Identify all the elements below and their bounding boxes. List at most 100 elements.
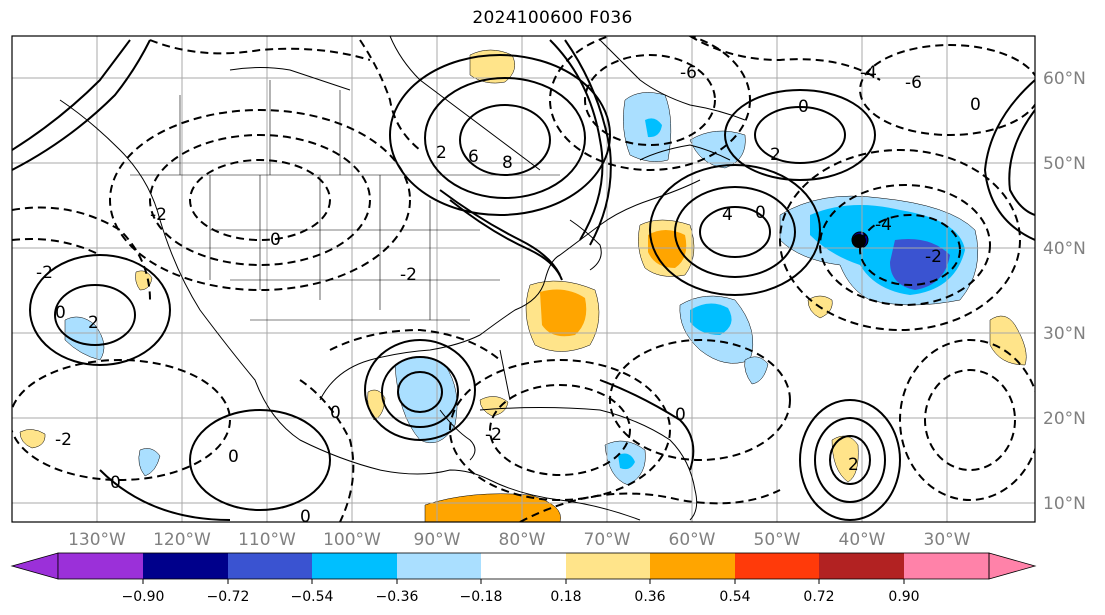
lon-label: 40°W xyxy=(839,530,886,550)
lat-label: 40°N xyxy=(1043,239,1086,259)
contour-label: 0 xyxy=(330,403,341,423)
lon-label: 60°W xyxy=(669,530,716,550)
contour-labels: 2 6 8 0 2 4 0 2 0 0 0 2 -2 -2 -2 -2 -2 -… xyxy=(36,63,981,522)
shade-yellow-bahamas xyxy=(479,396,509,417)
colorbar-tick-label: 0.90 xyxy=(888,589,919,605)
low-midatlantic-3 xyxy=(859,214,961,286)
lon-label: 90°W xyxy=(414,530,461,550)
contour-label: -2 xyxy=(400,265,417,285)
contour-label: -4 xyxy=(860,63,877,83)
plot-title: 2024100600 F036 xyxy=(472,8,633,28)
high-mexico xyxy=(189,409,331,511)
contour-label: 0 xyxy=(228,447,239,467)
dash-mexico xyxy=(299,379,355,522)
contour-east-edge-2 xyxy=(1008,109,1035,216)
dash-atl-ne xyxy=(689,36,881,81)
high-north-central-inner xyxy=(459,104,551,176)
colorbar-tick-label: −0.18 xyxy=(460,589,503,605)
lon-label: 100°W xyxy=(323,530,381,550)
colorbar-tick-label: −0.90 xyxy=(122,589,165,605)
shade-lightblue-hurricane-ring xyxy=(744,356,769,385)
contour-label: -4 xyxy=(875,215,892,235)
colorbar-bin xyxy=(566,553,650,579)
lon-label: 130°W xyxy=(68,530,126,550)
contour-label: 6 xyxy=(468,147,479,167)
low-hudson-2 xyxy=(584,54,716,146)
high-gulf-outer xyxy=(364,339,476,441)
contour-jet-4 xyxy=(449,199,563,281)
colorbar-bin xyxy=(312,553,397,579)
contour-label: 4 xyxy=(722,205,733,225)
colorbar-tick-label: −0.72 xyxy=(207,589,250,605)
shade-yellow-east-atl xyxy=(989,315,1027,366)
contour-jet-2 xyxy=(564,39,612,246)
colorbar-bin xyxy=(819,553,904,579)
high-labrador-outer xyxy=(724,89,876,181)
lon-label: 110°W xyxy=(238,530,296,550)
colorbar-over-triangle xyxy=(988,552,1037,580)
map-frame xyxy=(11,35,1036,523)
low-midatlantic-1 xyxy=(779,149,1021,331)
lon-label: 70°W xyxy=(584,530,631,550)
high-offshore-inner xyxy=(699,206,771,258)
high-east-atl-outer xyxy=(799,399,901,521)
low-caribbean-1 xyxy=(449,359,671,501)
shade-blue-caribbean-core xyxy=(618,453,635,470)
high-north-central-outer xyxy=(389,54,611,216)
colorbar-bin xyxy=(143,553,228,579)
low-subtrop-1 xyxy=(609,339,791,461)
shade-yellow-sw-pacific xyxy=(19,429,46,449)
high-gulf-mid xyxy=(381,356,459,428)
dash-nw-1 xyxy=(12,206,151,301)
lon-label: 30°W xyxy=(924,530,971,550)
graticule xyxy=(12,36,1035,522)
latitude-labels: 60°N 50°N 40°N 30°N 20°N 10°N xyxy=(1043,69,1086,514)
shade-yellow-north-atlantic xyxy=(469,49,516,84)
map-panel: 2 6 8 0 2 4 0 2 0 0 0 2 -2 -2 -2 -2 -2 -… xyxy=(12,36,1035,522)
dashed-contours xyxy=(12,36,1035,522)
dash-north-1 xyxy=(149,39,371,61)
low-east-1 xyxy=(899,339,1035,501)
lat-label: 10°N xyxy=(1043,494,1086,514)
colorbar-bin xyxy=(904,553,989,579)
contour-nw-2 xyxy=(12,39,151,171)
colorbar-bin xyxy=(481,553,566,579)
colorbar-bin xyxy=(735,553,819,579)
contour-jet-1 xyxy=(549,39,604,241)
colorbar-bin xyxy=(650,553,735,579)
lon-label: 80°W xyxy=(499,530,546,550)
low-west-1 xyxy=(109,109,411,291)
contour-label: 2 xyxy=(436,143,447,163)
colorbar-bin xyxy=(58,553,143,579)
contour-label: 0 xyxy=(675,405,686,425)
colorbar-tick-label: 0.36 xyxy=(634,589,665,605)
low-center-marker xyxy=(852,234,866,248)
dash-south-mid xyxy=(519,489,781,522)
contour-label: -6 xyxy=(905,73,922,93)
contour-label: 0 xyxy=(270,230,281,250)
colorbar: −0.90 −0.72 −0.54 −0.36 −0.18 0.18 0.36 … xyxy=(10,552,1037,605)
colorbar-tick-label: 0.18 xyxy=(550,589,581,605)
contour-label: 2 xyxy=(88,313,99,333)
colorbar-under-triangle xyxy=(10,552,59,580)
lat-label: 60°N xyxy=(1043,69,1086,89)
colorbar-tick-label: −0.36 xyxy=(376,589,419,605)
high-pacific-inner xyxy=(54,284,136,346)
shade-lightblue-mexico-west xyxy=(138,448,161,477)
colorbar-bin xyxy=(228,553,312,579)
shade-blue-hudson-core xyxy=(645,118,662,138)
colorbar-bin xyxy=(397,553,481,579)
high-pacific-outer xyxy=(29,254,171,366)
dash-north-2 xyxy=(359,39,421,151)
solid-contours xyxy=(12,39,1035,521)
shade-lightblue-pacific xyxy=(64,316,105,361)
contour-label: 0 xyxy=(110,473,121,493)
contour-label: -2 xyxy=(925,247,942,267)
contour-label: 0 xyxy=(798,97,809,117)
colorbar-tick-label: −0.54 xyxy=(291,589,334,605)
shade-orange-southeast-core xyxy=(540,289,587,337)
high-east-atl-inner xyxy=(829,435,871,485)
low-east-2 xyxy=(924,369,1016,471)
shade-blue-west-atl-core xyxy=(690,303,732,335)
contour-label: 2 xyxy=(770,145,781,165)
